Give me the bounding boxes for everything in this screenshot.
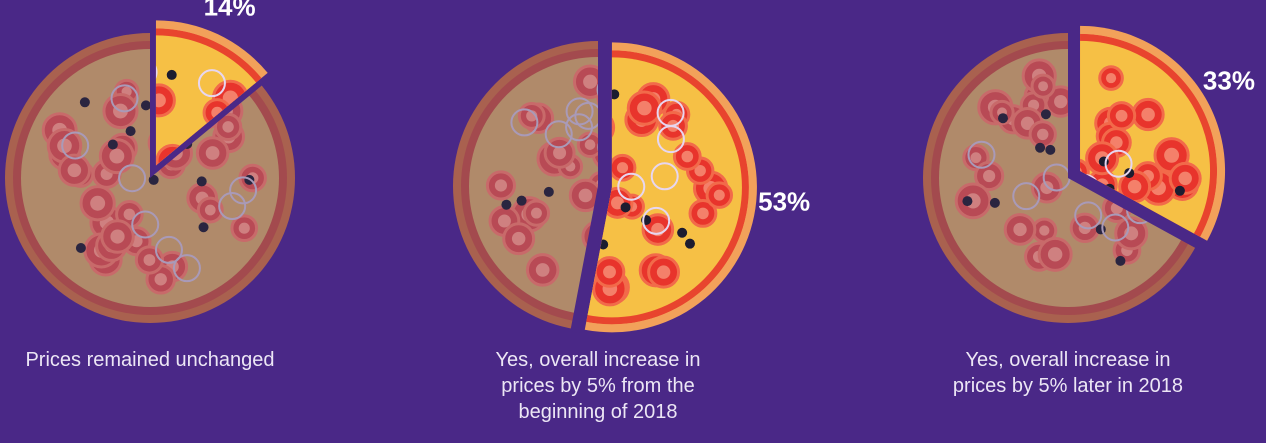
caption: Yes, overall increase in prices by 5% la… <box>943 347 1193 399</box>
caption: Prices remained unchanged <box>25 347 275 373</box>
olive <box>685 239 695 249</box>
olive <box>108 139 118 149</box>
olive <box>197 176 207 186</box>
olive <box>199 222 209 232</box>
olive <box>141 100 151 110</box>
olive <box>990 198 1000 208</box>
olive <box>167 70 177 80</box>
value-label: 53% <box>758 186 810 216</box>
olive <box>621 202 631 212</box>
value-label: 33% <box>1203 66 1255 96</box>
olive <box>80 97 90 107</box>
olive <box>998 113 1008 123</box>
caption: Yes, overall increase in prices by 5% fr… <box>473 347 723 425</box>
page: 14%53%33% (() => { const data = JSON.par… <box>0 0 1266 443</box>
olive <box>76 243 86 253</box>
olive <box>126 126 136 136</box>
olive <box>1045 145 1055 155</box>
olive <box>962 196 972 206</box>
olive <box>517 196 527 206</box>
olive <box>544 187 554 197</box>
olive <box>1041 109 1051 119</box>
value-label: 14% <box>204 0 256 22</box>
olive <box>677 228 687 238</box>
olive <box>1175 186 1185 196</box>
olive <box>1115 256 1125 266</box>
olive <box>501 200 511 210</box>
olive <box>1035 143 1045 153</box>
